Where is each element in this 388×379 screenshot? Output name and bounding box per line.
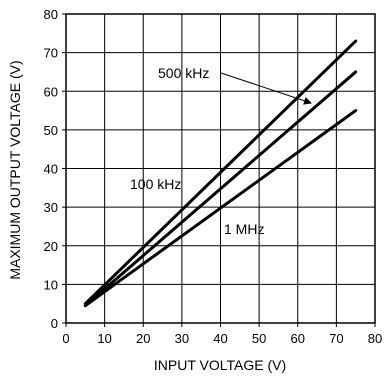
y-tick-label: 80 <box>44 7 58 22</box>
y-tick-label: 40 <box>44 162 58 177</box>
x-tick-label: 80 <box>368 331 382 346</box>
series-lines <box>83 39 358 308</box>
x-axis-title: INPUT VOLTAGE (V) <box>154 357 286 373</box>
x-axis-ticks: 0 10 20 30 40 50 60 70 80 <box>62 323 382 346</box>
x-tick-label: 0 <box>62 331 69 346</box>
label-100-khz: 100 kHz <box>130 176 181 192</box>
x-tick-label: 60 <box>291 331 305 346</box>
label-500-khz: 500 kHz <box>158 65 209 81</box>
y-axis-ticks: 0 10 20 30 40 50 60 70 80 <box>44 7 66 331</box>
x-tick-label: 70 <box>329 331 343 346</box>
y-axis-title: MAXIMUM OUTPUT VOLTAGE (V) <box>7 60 23 279</box>
y-tick-label: 60 <box>44 84 58 99</box>
series-line-1-mhz <box>83 109 358 308</box>
y-tick-label: 10 <box>44 277 58 292</box>
x-tick-label: 20 <box>136 331 150 346</box>
y-tick-label: 20 <box>44 239 58 254</box>
label-1-mhz: 1 MHz <box>224 221 264 237</box>
y-tick-label: 50 <box>44 123 58 138</box>
y-tick-label: 30 <box>44 200 58 215</box>
y-tick-label: 70 <box>44 46 58 61</box>
series-line-100-khz <box>83 70 358 308</box>
x-tick-label: 30 <box>175 331 189 346</box>
leader-arrow-500-khz <box>220 72 312 105</box>
annotations: 500 kHz 100 kHz 1 MHz <box>130 65 312 237</box>
series-line-500-khz <box>83 39 358 306</box>
y-tick-label: 0 <box>51 316 58 331</box>
x-tick-label: 50 <box>252 331 266 346</box>
x-tick-label: 40 <box>213 331 227 346</box>
x-tick-label: 10 <box>97 331 111 346</box>
